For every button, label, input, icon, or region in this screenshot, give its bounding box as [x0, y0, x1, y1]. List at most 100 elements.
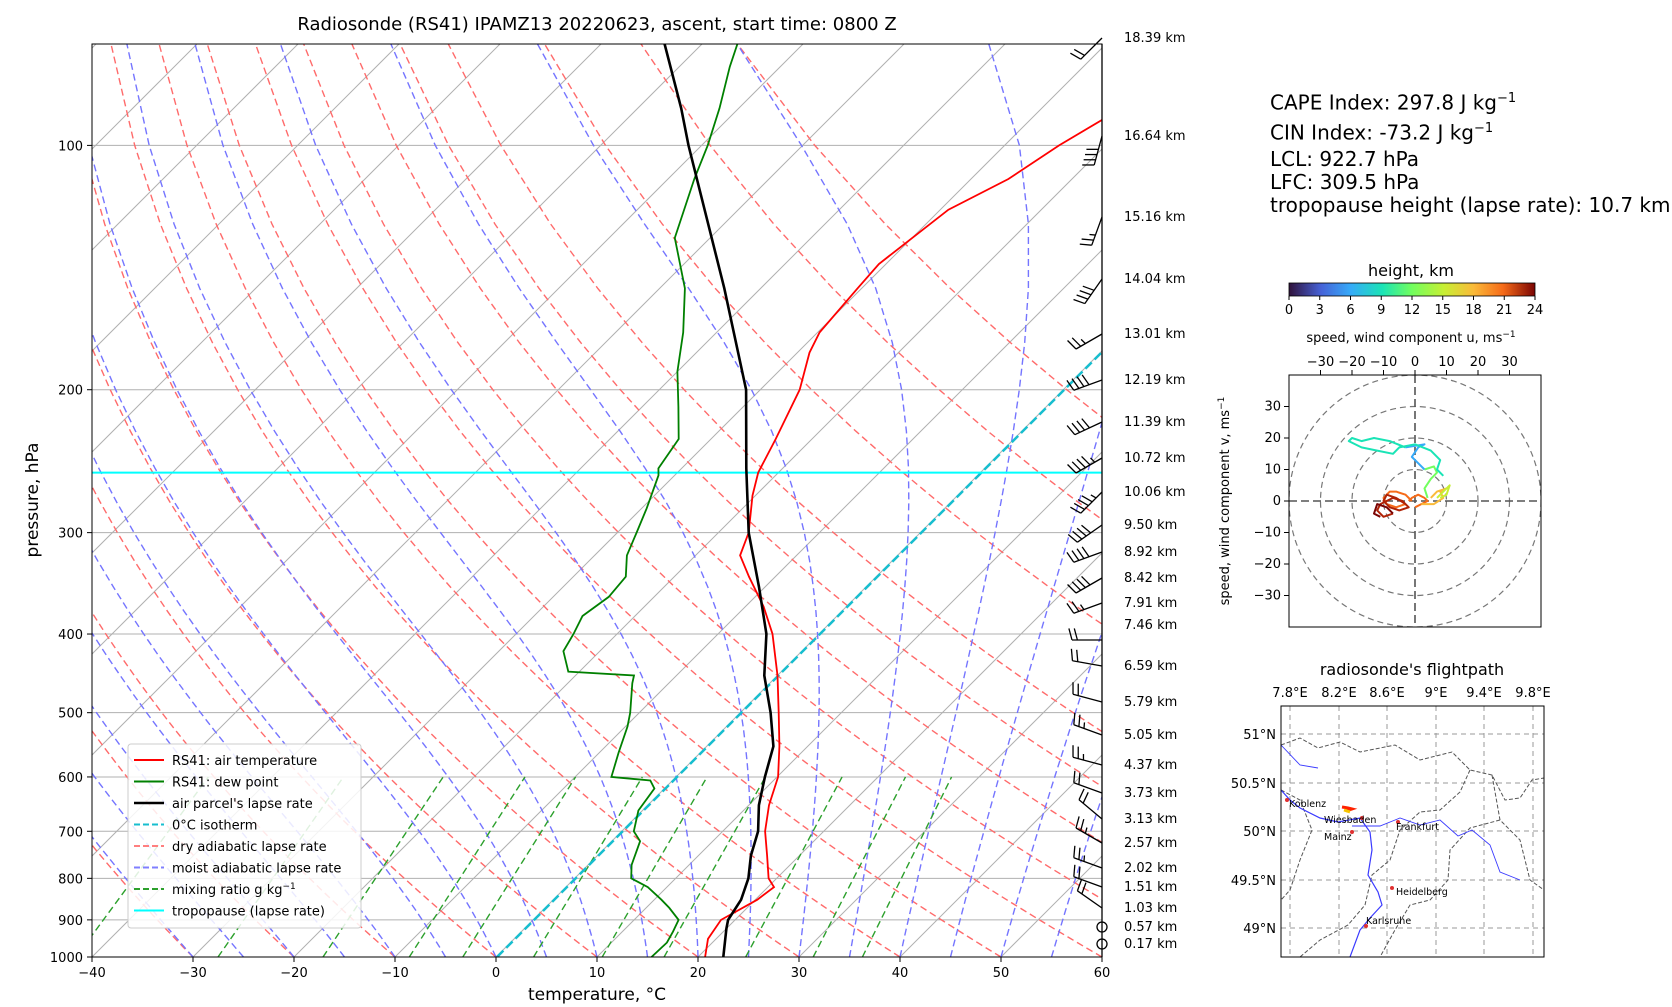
- wind-barb-flag: [1079, 290, 1092, 296]
- x-axis-ticks: −40 −30 −20 −10 0 10 20 30 40 50 60: [78, 957, 1110, 981]
- y-tick-label: 900: [58, 914, 83, 929]
- city-label: Frankfurt: [1396, 822, 1439, 833]
- dry-adiabat: [399, 44, 1102, 788]
- wind-barb-flag: [1080, 818, 1085, 831]
- city-marker: [1364, 924, 1368, 928]
- wind-barb-flag: [1078, 866, 1081, 879]
- wind-barb-flag: [1071, 461, 1082, 471]
- wind-barb: [1075, 577, 1103, 594]
- wind-barb: [1075, 457, 1103, 474]
- city-marker: [1350, 830, 1354, 834]
- dry-adiabat: [92, 485, 497, 957]
- wind-barb-flag: [1073, 864, 1076, 877]
- wind-barb-flag: [1078, 847, 1081, 860]
- isotherm-line: [92, 44, 804, 756]
- colorbar-tick-label: 21: [1496, 303, 1513, 318]
- cin-index: CIN Index: -73.2 J kg−1: [1270, 120, 1494, 145]
- wind-barb-flag: [1076, 548, 1085, 559]
- map-lat-label: 49°N: [1243, 922, 1276, 937]
- isotherm-line: [394, 249, 1102, 957]
- hodograph-segment: [1405, 443, 1426, 471]
- wind-barb: [1077, 524, 1103, 543]
- y-tick-label: 800: [58, 872, 83, 887]
- wind-barb-flag: [1067, 584, 1077, 594]
- moist-adiabat: [194, 44, 649, 957]
- wind-barb-flag: [1070, 648, 1074, 661]
- wind-barb-flag: [1084, 827, 1088, 834]
- wind-barb-flag: [1072, 530, 1083, 540]
- height-label: 2.02 km: [1124, 861, 1177, 876]
- isotherm-line: [596, 451, 1102, 957]
- hodograph-x-tick-label: −20: [1338, 355, 1365, 370]
- wind-barb-flag: [1081, 575, 1091, 586]
- x-axis-label: temperature, °C: [528, 985, 666, 1005]
- isotherm-line: [899, 754, 1102, 957]
- wind-barb-flag: [1078, 788, 1085, 800]
- wind-barb-flag: [1073, 502, 1085, 510]
- legend-label: 0°C isotherm: [172, 819, 257, 834]
- moist-adiabat: [390, 44, 752, 957]
- y-tick-label: 400: [58, 628, 83, 643]
- wind-barb-flag: [1081, 495, 1093, 503]
- isotherm-line: [697, 552, 1102, 957]
- wind-barb-flag: [1081, 374, 1090, 386]
- moist-adiabat: [126, 44, 598, 957]
- map-lon-label: 9.4°E: [1466, 686, 1501, 701]
- map-lon-label: 8.2°E: [1321, 686, 1356, 701]
- isotherm-line: [92, 44, 97, 49]
- isotherm-line: [92, 44, 703, 655]
- wind-barb-flag: [1070, 506, 1082, 514]
- x-tick-label: 10: [589, 966, 606, 981]
- wind-barb-flag: [1075, 816, 1080, 829]
- mixing-ratio-line: [533, 776, 643, 957]
- wind-barb-flag: [1081, 238, 1094, 241]
- height-label: 0.17 km: [1124, 937, 1177, 952]
- height-label: 3.13 km: [1124, 812, 1177, 827]
- city-marker: [1360, 816, 1364, 820]
- lcl-value: LCL: 922.7 hPa: [1270, 147, 1420, 171]
- height-label: 0.57 km: [1124, 920, 1177, 935]
- wind-barb-flag: [1071, 378, 1080, 389]
- mixing-ratio-line: [601, 776, 708, 957]
- hodograph-trace: [1347, 437, 1451, 518]
- wind-barb-flag: [1071, 422, 1081, 433]
- wind-barb: [1080, 37, 1103, 60]
- state-border: [1281, 737, 1544, 957]
- moist-adiabat: [1050, 794, 1102, 957]
- tropopause-height: tropopause height (lapse rate): 10.7 km: [1270, 193, 1671, 217]
- hodograph-segment: [1421, 487, 1448, 506]
- flightpath-track: [1341, 805, 1358, 813]
- hodograph-y-tick-label: −20: [1254, 557, 1281, 572]
- x-tick-label: 40: [892, 966, 909, 981]
- map-lon-label: 7.8°E: [1272, 686, 1307, 701]
- wind-barb: [1073, 857, 1103, 869]
- height-label: 6.59 km: [1124, 659, 1177, 674]
- wind-barb-flag: [1073, 770, 1076, 783]
- wind-barb-flag: [1079, 604, 1085, 610]
- mixing-ratio-line: [861, 776, 953, 957]
- wind-barb-flag: [1071, 337, 1082, 347]
- wind-barb-flag: [1067, 340, 1077, 350]
- chart-title: Radiosonde (RS41) IPAMZ13 20220623, asce…: [297, 14, 896, 35]
- hodograph-segment: [1423, 465, 1438, 499]
- wind-barb: [1075, 333, 1103, 350]
- map-title: radiosonde's flightpath: [1320, 660, 1504, 679]
- dry-adiabat: [303, 44, 1102, 900]
- city-label: Koblenz: [1289, 799, 1326, 810]
- colorbar-tick-label: 6: [1346, 303, 1354, 318]
- height-label: 11.39 km: [1124, 415, 1186, 430]
- wind-barb: [1072, 756, 1103, 766]
- wind-barb: [1084, 278, 1103, 304]
- moist-adiabat: [736, 44, 910, 957]
- wind-barb-flag: [1081, 524, 1092, 534]
- wind-barb-flag: [1081, 882, 1087, 895]
- wind-barb: [1091, 216, 1103, 246]
- isotherm-line: [798, 653, 1102, 957]
- wind-barb-flag: [1066, 380, 1075, 391]
- legend-label: RS41: dew point: [172, 776, 279, 791]
- city-marker: [1285, 798, 1289, 802]
- series-air-temperature: [704, 118, 1102, 957]
- moist-adiabat: [92, 549, 396, 957]
- isotherm-line: [293, 148, 1102, 957]
- wind-barb-flag: [1090, 494, 1097, 499]
